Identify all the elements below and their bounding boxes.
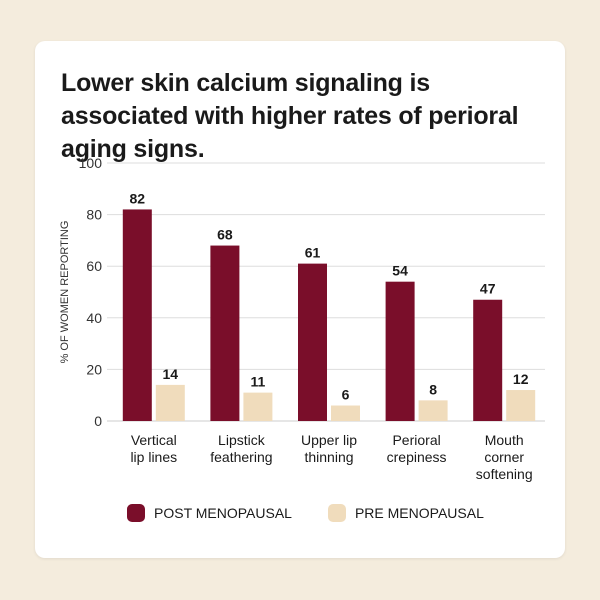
y-tick-label: 100 — [79, 155, 103, 171]
data-label: 6 — [342, 387, 350, 403]
x-tick-label: feathering — [210, 449, 272, 465]
data-label: 11 — [250, 374, 265, 390]
x-tick-label: Upper lip — [301, 432, 357, 448]
x-tick-label: Lipstick — [218, 432, 266, 448]
legend-item-pre: PRE MENOPAUSAL — [327, 504, 484, 522]
data-label: 68 — [217, 227, 233, 243]
bar-pre — [331, 405, 360, 421]
x-tick-label: Perioral — [392, 432, 440, 448]
bar-post — [385, 281, 415, 421]
x-tick-label: Mouth — [485, 432, 524, 448]
bar-pre — [243, 392, 273, 421]
legend-swatch-pre — [327, 504, 346, 522]
x-tick-label: corner — [484, 449, 524, 465]
y-tick-label: 0 — [94, 413, 102, 429]
y-tick-label: 40 — [86, 310, 102, 326]
bar-post — [473, 299, 503, 421]
y-tick-label: 20 — [86, 361, 102, 377]
chart-card: Lower skin calcium signaling is associat… — [35, 41, 565, 558]
legend-label-pre: PRE MENOPAUSAL — [354, 505, 484, 521]
bar-pre — [506, 390, 536, 421]
x-tick-label: crepiness — [387, 449, 447, 465]
legend-swatch-post — [127, 504, 145, 522]
y-tick-label: 80 — [86, 207, 102, 223]
x-tick-label: softening — [476, 466, 533, 482]
x-tick-label: thinning — [304, 449, 353, 465]
data-label: 47 — [480, 281, 496, 297]
bar-post — [298, 263, 327, 421]
data-label: 61 — [305, 245, 321, 261]
data-label: 8 — [429, 381, 437, 397]
bar-chart: 0 20 40 60 80 100 % OF WOMEN REPORTING 82 14 Vert… — [59, 155, 545, 482]
bar-pre — [418, 400, 448, 421]
data-label: 14 — [163, 366, 179, 382]
legend-label-post: POST MENOPAUSAL — [154, 505, 292, 521]
data-label: 82 — [130, 190, 146, 206]
y-tick-label: 60 — [86, 258, 102, 274]
data-label: 54 — [392, 263, 408, 279]
chart-legend: POST MENOPAUSAL PRE MENOPAUSAL — [127, 504, 520, 522]
data-label: 12 — [513, 371, 529, 387]
chart-title: Lower skin calcium signaling is associat… — [61, 69, 519, 163]
bar-pre — [155, 384, 185, 421]
x-tick-label: lip lines — [130, 449, 177, 465]
x-tick-label: Vertical — [131, 432, 177, 448]
legend-item-post: POST MENOPAUSAL — [127, 504, 292, 522]
bar-post — [210, 245, 240, 421]
bar-post — [122, 209, 152, 421]
y-axis-label: % OF WOMEN REPORTING — [59, 221, 71, 364]
